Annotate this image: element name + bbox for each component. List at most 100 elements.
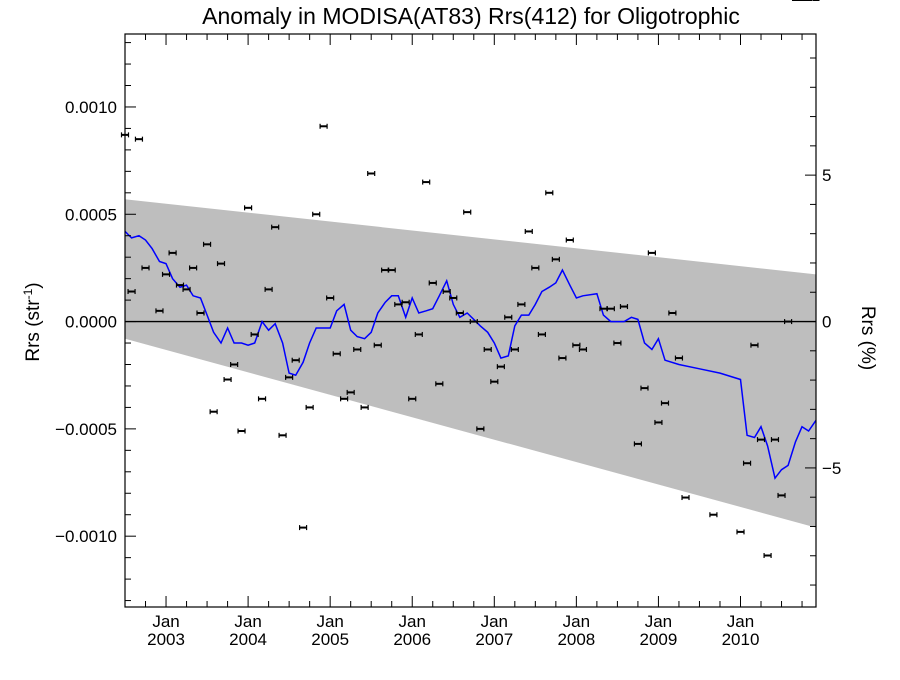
y-right-tick-label: −5 <box>822 459 841 478</box>
data-point <box>496 364 505 370</box>
x-tick-label-year: 2007 <box>475 630 513 649</box>
x-tick-label-year: 2008 <box>557 630 595 649</box>
data-point <box>202 241 212 247</box>
y-right-tick-label: 0 <box>822 313 831 332</box>
data-point <box>455 310 464 316</box>
data-point <box>763 552 772 558</box>
data-point <box>285 374 294 380</box>
data-point <box>613 340 622 346</box>
confidence-band <box>125 199 816 528</box>
data-point <box>360 404 369 410</box>
data-point <box>319 123 328 129</box>
chart-title: Anomaly in MODISA(AT83) Rrs(412) for Oli… <box>202 3 740 29</box>
data-point <box>305 404 314 410</box>
x-tick-label-month: Jan <box>399 612 426 631</box>
data-point <box>168 250 177 256</box>
data-point <box>750 342 759 348</box>
data-point <box>537 331 546 337</box>
data-point <box>271 224 280 230</box>
data-point <box>291 357 300 363</box>
data-point <box>196 310 205 316</box>
y-left-tick-label: 0.0010 <box>65 98 117 117</box>
data-point <box>155 308 164 314</box>
data-point <box>216 261 226 267</box>
data-point <box>681 495 690 501</box>
data-point <box>367 170 376 176</box>
data-point <box>783 319 793 325</box>
plot-frame <box>124 33 817 608</box>
data-point <box>373 342 382 348</box>
data-point <box>141 265 150 271</box>
data-point <box>756 437 766 443</box>
plot-area: 0.00100.00050.0000−0.0005−0.001050−5Jan2… <box>55 0 841 649</box>
data-point <box>237 428 246 434</box>
data-point <box>414 331 423 337</box>
data-point <box>483 346 492 352</box>
data-point <box>517 301 526 307</box>
anomaly-points <box>120 0 820 558</box>
data-point <box>209 409 218 415</box>
data-point <box>545 190 554 196</box>
data-point <box>435 381 444 387</box>
data-point <box>510 346 519 352</box>
data-point <box>490 379 499 385</box>
data-point <box>182 286 191 292</box>
data-point <box>408 396 417 402</box>
y-left-tick-label: 0.0005 <box>65 205 117 224</box>
data-point <box>449 295 458 301</box>
x-tick-label-month: Jan <box>316 612 343 631</box>
data-point <box>298 525 308 531</box>
x-tick-label-month: Jan <box>645 612 672 631</box>
data-point <box>223 377 232 383</box>
data-point <box>422 179 431 185</box>
data-point <box>428 280 437 286</box>
data-point <box>668 310 677 316</box>
data-point <box>578 346 588 352</box>
data-point <box>572 342 581 348</box>
x-tick-label-month: Jan <box>234 612 261 631</box>
running-mean-line <box>124 230 817 480</box>
data-point <box>640 385 649 391</box>
data-point <box>674 355 684 361</box>
data-point <box>770 437 780 443</box>
y-axis-label-left: Rrs (str-1) <box>21 282 44 361</box>
data-point <box>633 441 643 447</box>
data-point <box>504 314 513 320</box>
x-tick-label-year: 2005 <box>311 630 349 649</box>
data-point <box>332 351 341 357</box>
data-point <box>660 400 670 406</box>
data-point <box>619 304 629 310</box>
data-point <box>736 529 745 535</box>
data-point <box>469 319 478 325</box>
x-tick-label-month: Jan <box>563 612 590 631</box>
data-point <box>401 299 410 305</box>
data-point <box>278 432 287 438</box>
data-point <box>250 331 259 337</box>
data-point <box>463 209 472 215</box>
data-point <box>257 396 267 402</box>
data-point <box>524 228 533 234</box>
x-tick-label-year: 2010 <box>722 630 760 649</box>
data-point <box>531 265 540 271</box>
data-point <box>742 460 752 466</box>
data-point <box>346 389 355 395</box>
data-point <box>709 512 718 518</box>
data-point <box>565 237 574 243</box>
y-axis-label-right: Rrs (%) <box>857 306 878 370</box>
y-right-tick-label: 5 <box>822 166 831 185</box>
data-point <box>387 267 396 273</box>
data-point <box>654 419 663 425</box>
data-point <box>777 492 786 498</box>
data-point <box>243 205 253 211</box>
data-point <box>558 355 567 361</box>
data-point <box>551 256 560 262</box>
data-point <box>134 136 144 142</box>
y-left-tick-label: −0.0010 <box>55 527 117 546</box>
data-point <box>230 361 239 367</box>
data-point <box>340 396 349 402</box>
data-point <box>264 286 273 292</box>
x-tick-label-year: 2009 <box>640 630 678 649</box>
data-point <box>175 282 185 288</box>
